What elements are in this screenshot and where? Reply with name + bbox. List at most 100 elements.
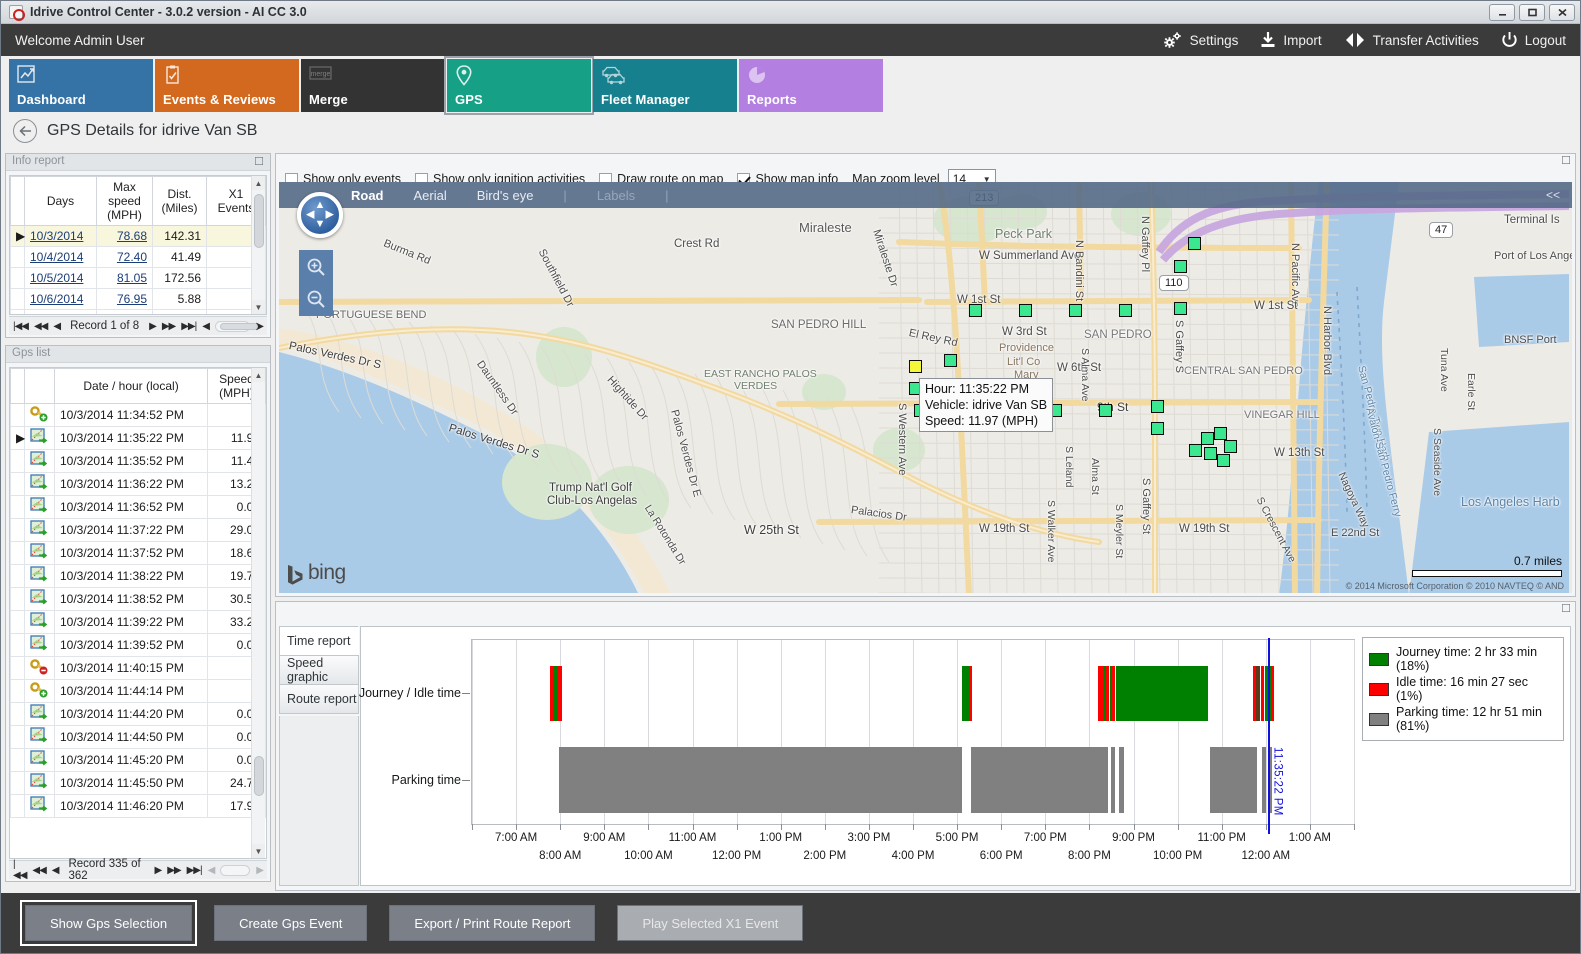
table-row[interactable]: 10/3/2014 11:37:52 PM 18.63: [10, 541, 266, 565]
gps-list-hscrollbar[interactable]: [220, 864, 251, 876]
next-page-button[interactable]: ▶▶: [161, 320, 176, 332]
map-pan-control[interactable]: ▲ ▼ ◀ ▶: [297, 192, 343, 238]
map-gps-marker[interactable]: [1204, 447, 1217, 460]
map-mode-aerial[interactable]: Aerial: [413, 187, 447, 203]
next-page-button[interactable]: ▶▶: [167, 864, 181, 876]
table-row[interactable]: 10/7/201468.6212.99: [10, 309, 266, 314]
scroll-down-icon[interactable]: ▼: [252, 300, 265, 314]
map-gps-marker[interactable]: [1151, 400, 1164, 413]
nav-tile-merge[interactable]: merge Merge: [301, 59, 445, 112]
table-row[interactable]: 10/3/2014 11:46:20 PM 17.93: [10, 794, 266, 818]
map-current-marker[interactable]: [909, 360, 922, 373]
table-row[interactable]: 10/6/2014 76.95 5.88: [10, 288, 266, 310]
map-gps-marker[interactable]: [1201, 432, 1214, 445]
map-canvas[interactable]: Road Aerial Bird's eye | Labels | << ▲ ▼…: [279, 182, 1572, 593]
next-record-button[interactable]: ▶: [154, 864, 163, 876]
table-row[interactable]: 10/3/2014 11:39:52 PM 0.00: [10, 633, 266, 657]
scroll-thumb[interactable]: [254, 194, 264, 248]
info-report-hscrollbar[interactable]: [214, 320, 258, 332]
tab-speed-graphic[interactable]: Speed graphic: [279, 655, 359, 685]
scroll-up-icon[interactable]: ▲: [252, 176, 265, 190]
map-zoom-out-button[interactable]: [299, 282, 333, 316]
prev-record-button[interactable]: ◀: [53, 320, 61, 332]
map-gps-marker[interactable]: [1214, 427, 1227, 440]
map-gps-marker[interactable]: [1099, 404, 1112, 417]
minimize-button[interactable]: [1489, 4, 1515, 21]
map-gps-marker[interactable]: [944, 354, 957, 367]
info-col-dist[interactable]: Dist. (Miles): [152, 176, 207, 226]
prev-page-button[interactable]: ◀◀: [33, 320, 48, 332]
info-report-vscrollbar[interactable]: ▲ ▼: [251, 176, 265, 314]
cell-day[interactable]: 10/3/2014: [24, 225, 97, 247]
tab-time-report[interactable]: Time report: [279, 626, 359, 656]
nav-tile-gps[interactable]: GPS: [444, 56, 594, 115]
hscroll-right-icon[interactable]: ▶: [256, 864, 264, 876]
map-mode-road[interactable]: Road: [351, 187, 384, 203]
table-row[interactable]: 10/3/2014 11:35:52 PM 11.47: [10, 449, 266, 473]
logout-button[interactable]: Logout: [1501, 31, 1566, 49]
table-row[interactable]: 10/3/2014 11:38:22 PM 19.70: [10, 564, 266, 588]
map-gps-marker[interactable]: [1174, 302, 1187, 315]
back-arrow-icon[interactable]: [13, 119, 37, 143]
gps-list-vscrollbar[interactable]: ▲ ▼: [251, 368, 265, 858]
map-mode-birds-eye[interactable]: Bird's eye: [476, 187, 534, 203]
cell-day[interactable]: 10/4/2014: [24, 246, 97, 268]
map-bar-collapse-icon[interactable]: <<: [1545, 188, 1560, 202]
table-row[interactable]: 10/3/2014 11:39:22 PM 33.21: [10, 610, 266, 634]
last-record-button[interactable]: ▶▶|: [181, 320, 197, 332]
table-row[interactable]: ▶ 10/3/2014 11:35:22 PM 11.97: [10, 426, 266, 450]
table-row[interactable]: 10/3/2014 11:44:20 PM 0.00: [10, 702, 266, 726]
map-gps-marker[interactable]: [1188, 237, 1201, 250]
map-gps-marker[interactable]: [1174, 260, 1187, 273]
tab-route-report[interactable]: Route report: [279, 684, 359, 714]
cell-max-speed[interactable]: 76.95: [96, 288, 153, 310]
hscroll-right-icon[interactable]: ▶: [256, 320, 264, 332]
export-print-route-report-button[interactable]: Export / Print Route Report: [389, 905, 596, 941]
show-gps-selection-button[interactable]: Show Gps Selection: [19, 900, 198, 946]
map-zoom-in-button[interactable]: [299, 250, 333, 284]
nav-tile-dashboard[interactable]: Dashboard: [9, 59, 153, 112]
cell-max-speed[interactable]: 81.05: [96, 267, 153, 289]
nav-tile-fleet-manager[interactable]: Fleet Manager: [593, 59, 737, 112]
first-record-button[interactable]: |◀◀: [13, 859, 27, 881]
table-row[interactable]: 10/5/2014 81.05 172.56: [10, 267, 266, 289]
transfer-activities-button[interactable]: Transfer Activities: [1344, 31, 1479, 49]
next-record-button[interactable]: ▶: [149, 320, 157, 332]
chart-maximize-icon[interactable]: ☐: [1561, 603, 1571, 615]
map-gps-marker[interactable]: [1189, 444, 1202, 457]
table-row[interactable]: 10/3/2014 11:40:15 PM: [10, 656, 266, 680]
first-record-button[interactable]: |◀◀: [13, 320, 29, 332]
cell-max-speed[interactable]: 68.62: [96, 309, 153, 314]
map-maximize-icon[interactable]: ☐: [1561, 155, 1571, 167]
pan-right-icon[interactable]: ▶: [325, 208, 334, 221]
map-gps-marker[interactable]: [1019, 304, 1032, 317]
cell-day[interactable]: 10/6/2014: [24, 288, 97, 310]
hscroll-left-icon[interactable]: ◀: [207, 864, 216, 876]
map-gps-marker[interactable]: [1224, 440, 1237, 453]
map-gps-marker[interactable]: [1119, 304, 1132, 317]
scroll-thumb[interactable]: [254, 756, 264, 796]
table-row[interactable]: 10/3/2014 11:44:50 PM 0.00: [10, 725, 266, 749]
table-row[interactable]: 10/3/2014 11:45:20 PM 0.00: [10, 748, 266, 772]
cell-max-speed[interactable]: 78.68: [96, 225, 153, 247]
map-labels-toggle[interactable]: Labels: [596, 187, 636, 203]
map-gps-marker[interactable]: [1217, 454, 1230, 467]
pan-left-icon[interactable]: ◀: [306, 208, 315, 221]
scroll-up-icon[interactable]: ▲: [252, 368, 265, 382]
pan-up-icon[interactable]: ▲: [314, 199, 326, 211]
chevron-down-icon[interactable]: ▼: [982, 174, 991, 184]
info-col-max-speed[interactable]: Max speed (MPH): [96, 176, 153, 226]
window-controls[interactable]: [1489, 4, 1575, 21]
map-gps-marker[interactable]: [969, 304, 982, 317]
table-row[interactable]: 10/3/2014 11:36:52 PM 0.00: [10, 495, 266, 519]
scroll-down-icon[interactable]: ▼: [252, 844, 265, 858]
cell-day[interactable]: 10/7/2014: [24, 309, 97, 314]
gps-col-datetime[interactable]: Date / hour (local): [54, 368, 208, 404]
table-row[interactable]: 10/3/2014 11:45:50 PM 24.75: [10, 771, 266, 795]
pan-down-icon[interactable]: ▼: [314, 218, 326, 230]
table-row[interactable]: ▶ 10/3/2014 78.68 142.31: [10, 225, 266, 247]
create-gps-event-button[interactable]: Create Gps Event: [214, 905, 368, 941]
last-record-button[interactable]: ▶▶|: [186, 864, 203, 876]
table-row[interactable]: 10/4/2014 72.40 41.49: [10, 246, 266, 268]
import-button[interactable]: Import: [1260, 31, 1322, 49]
